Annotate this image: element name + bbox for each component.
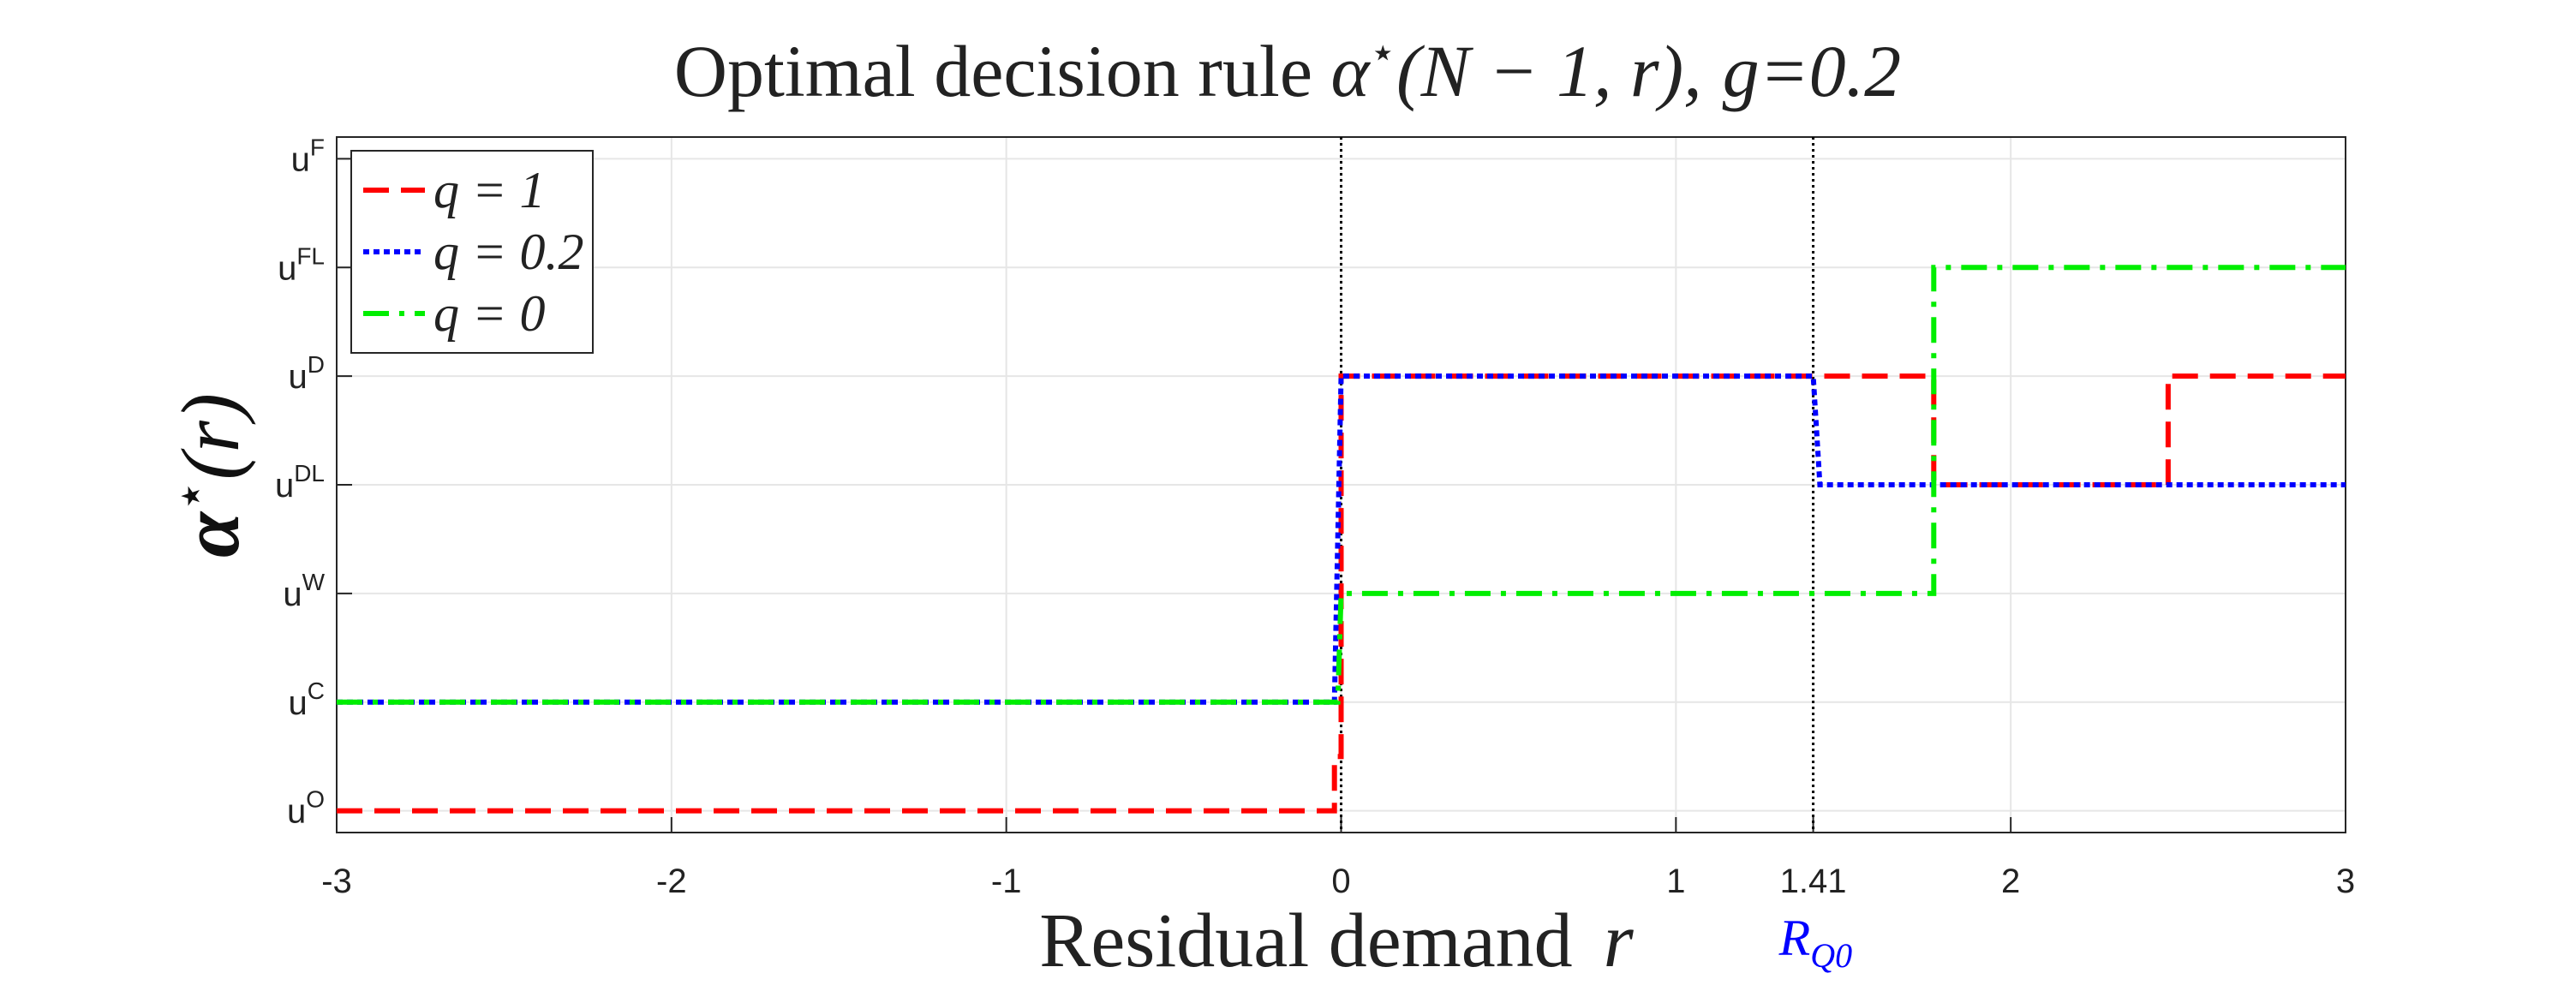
legend-label-0: q = 1 xyxy=(433,162,546,218)
x-tick-label: -3 xyxy=(321,863,352,900)
x-tick-label: 0 xyxy=(1331,863,1350,900)
x-tick-label: -1 xyxy=(991,863,1022,900)
series-line-2 xyxy=(337,265,2346,705)
x-axis-label: Residual demand r xyxy=(1039,898,1634,983)
y-tick-label: uC xyxy=(289,678,325,722)
y-tick-label: uW xyxy=(283,569,325,613)
x-tick-labels: -3 -2 -1 0 1 1.41 2 3 xyxy=(321,863,2355,900)
legend-label-1: q = 0.2 xyxy=(433,224,584,280)
x-tick-label: 3 xyxy=(2336,863,2355,900)
x-tick-label: 1 xyxy=(1666,863,1685,900)
y-tick-label: uD xyxy=(289,351,325,396)
x-tick-label: -2 xyxy=(656,863,687,900)
x-tick-label: 2 xyxy=(2001,863,2020,900)
rq0-label: RQ0 xyxy=(1778,910,1853,975)
y-tick-label: uFL xyxy=(278,242,325,287)
x-tick-label: 1.41 xyxy=(1780,863,1847,900)
legend-label-2: q = 0 xyxy=(433,285,546,342)
y-tick-label: uDL xyxy=(275,460,325,504)
y-axis-label: α⋆(r) xyxy=(162,393,256,558)
legend: q = 1 q = 0.2q = 0 xyxy=(350,150,594,354)
y-tick-label: uO xyxy=(287,786,325,831)
y-tick-label: uF xyxy=(291,134,325,178)
y-tick-labels: uO uC uW uDL uD uFL uF xyxy=(275,134,326,830)
chart-title: Optimal decision rule α⋆(N − 1, r), g=0.2 xyxy=(674,28,1901,112)
series-line-0 xyxy=(337,373,2346,814)
legend-box xyxy=(350,150,594,354)
series-layer xyxy=(337,265,2346,814)
